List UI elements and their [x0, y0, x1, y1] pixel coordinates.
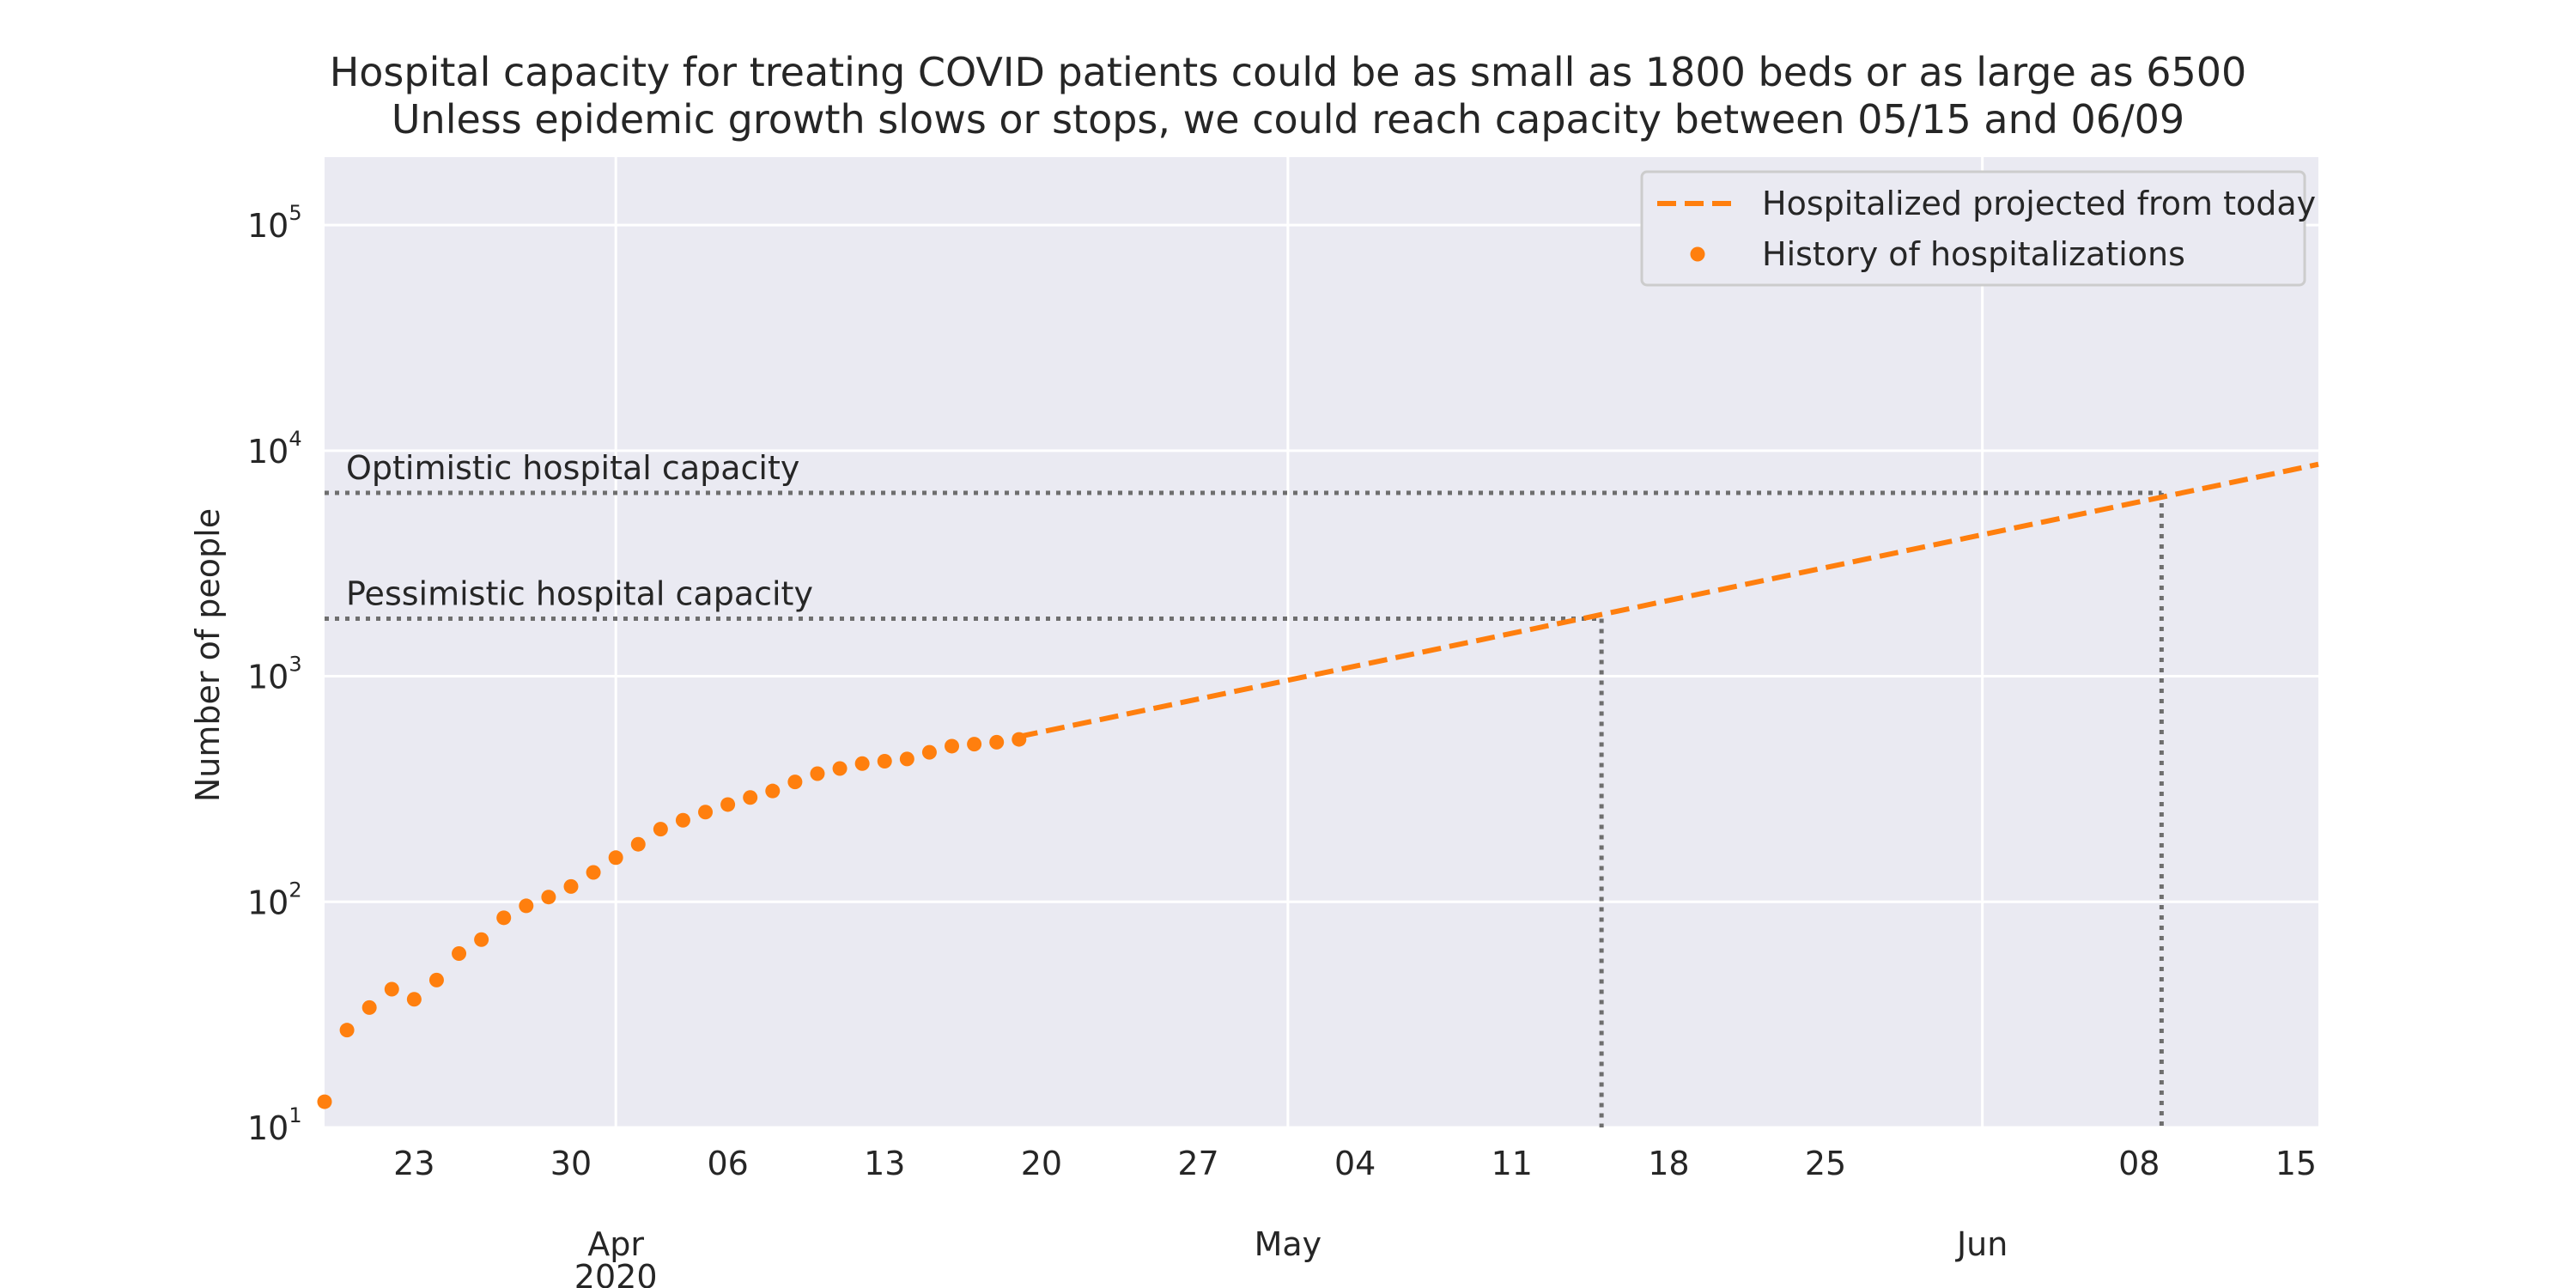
x-tick-label: 11	[1492, 1145, 1533, 1182]
history-point	[765, 783, 781, 799]
history-point	[608, 850, 623, 866]
x-tick-label: 30	[550, 1145, 592, 1182]
history-point	[563, 878, 579, 894]
history-point	[810, 766, 825, 781]
y-tick-label: 102	[247, 878, 302, 921]
projection-line	[1018, 461, 2319, 739]
history-point	[989, 734, 1005, 750]
chart-title: Hospital capacity for treating COVID pat…	[330, 49, 2247, 95]
history-point	[406, 992, 422, 1007]
history-point	[1012, 732, 1027, 747]
legend: Hospitalized projected from today History…	[1640, 170, 2316, 287]
history-point	[921, 744, 937, 760]
history-point	[317, 1094, 332, 1109]
history-point	[361, 999, 377, 1015]
history-point	[428, 972, 444, 987]
capacity-label: Optimistic hospital capacity	[346, 449, 799, 487]
x-month-label: Jun	[1955, 1225, 2008, 1263]
x-tick-label: 18	[1648, 1145, 1689, 1182]
history-point	[832, 761, 848, 776]
x-tick-label: 08	[2118, 1145, 2160, 1182]
history-point	[899, 751, 914, 767]
chart-subtitle: Unless epidemic growth slows or stops, w…	[392, 96, 2184, 143]
grid-lines	[325, 157, 2318, 1129]
legend-label: History of hospitalizations	[1762, 235, 2185, 273]
legend-label: Hospitalized projected from today	[1762, 185, 2316, 222]
y-tick-label: 101	[247, 1103, 302, 1147]
history-point	[339, 1023, 355, 1038]
history-point	[586, 865, 601, 880]
capacity-label: Pessimistic hospital capacity	[346, 574, 813, 612]
x-tick-label: 20	[1021, 1145, 1062, 1182]
x-tick-label: 13	[864, 1145, 905, 1182]
legend-box	[1640, 170, 2306, 287]
x-tick-label: 23	[393, 1145, 434, 1182]
history-point	[653, 822, 668, 837]
history-point	[474, 932, 489, 947]
x-tick-label: 15	[2275, 1145, 2317, 1182]
history-point	[630, 836, 646, 852]
history-point	[519, 898, 534, 914]
history-point	[384, 981, 399, 997]
history-point	[743, 790, 758, 805]
axes: 101 102 103 104 105 23 30 06 13 20 27 04 11 18 25 08 15 A…	[247, 201, 2317, 1288]
data-series	[317, 461, 2319, 1109]
history-point	[541, 890, 556, 905]
x-tick-label: 04	[1334, 1145, 1376, 1182]
x-month-label: May	[1255, 1225, 1322, 1263]
history-point	[698, 805, 714, 820]
x-tick-label: 06	[707, 1145, 748, 1182]
x-month-label: Apr	[587, 1225, 644, 1263]
y-tick-label: 104	[247, 427, 302, 471]
legend-history-swatch	[1690, 246, 1705, 262]
history-point	[452, 945, 467, 961]
history-point	[967, 737, 982, 752]
x-tick-label: 27	[1177, 1145, 1218, 1182]
plot-area	[325, 157, 2318, 1127]
history-point	[496, 910, 512, 926]
x-year-label: 2020	[574, 1258, 658, 1288]
history-point	[945, 738, 960, 754]
capacity-reference-lines: Optimistic hospital capacity Pessimistic …	[325, 449, 2164, 1127]
y-axis-title: Number of people	[189, 508, 227, 802]
y-tick-label: 103	[247, 653, 302, 696]
history-point	[720, 797, 736, 812]
x-tick-label: 25	[1805, 1145, 1846, 1182]
history-point	[787, 775, 803, 790]
history-point	[675, 812, 690, 828]
y-tick-label: 105	[247, 201, 302, 245]
history-point	[854, 756, 870, 771]
history-point	[877, 754, 892, 769]
